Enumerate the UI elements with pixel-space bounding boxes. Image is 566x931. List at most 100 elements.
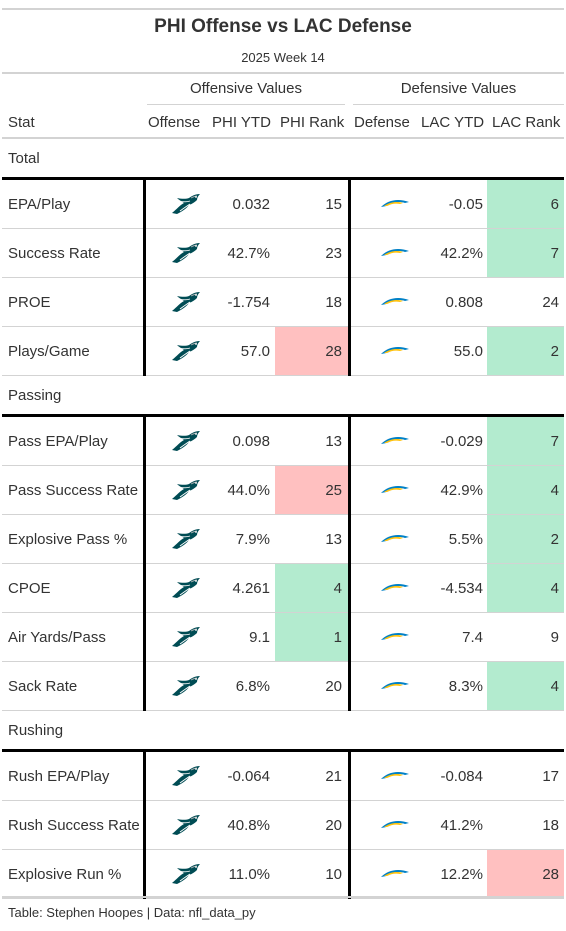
- chargers-logo-icon: [381, 436, 409, 444]
- chargers-logo-icon: [381, 583, 409, 591]
- def-ytd-value: 5.5%: [448, 530, 483, 548]
- def-ytd-value: -0.05: [448, 195, 483, 213]
- chargers-logo-icon: [381, 346, 409, 354]
- def-rank-value: 4: [550, 481, 559, 499]
- col-header-offense: Offense: [148, 114, 201, 131]
- group-separator-line: [2, 749, 564, 752]
- off-rank-value: 20: [325, 677, 342, 695]
- stat-label: Success Rate: [8, 244, 101, 262]
- group-label-rushing: Rushing: [8, 722, 64, 739]
- def-ytd-value: 55.0: [453, 342, 483, 360]
- def-ytd-value: 42.9%: [440, 481, 483, 499]
- off-ytd-value: 4.261: [232, 579, 270, 597]
- group-label-passing: Passing: [8, 387, 62, 404]
- off-ytd-value: 0.098: [232, 432, 270, 450]
- def-rank-value: 6: [550, 195, 559, 213]
- chargers-logo-icon: [381, 869, 409, 877]
- stat-label: PROE: [8, 293, 51, 311]
- col-header-def-ytd: LAC YTD: [421, 114, 485, 131]
- group-label-total: Total: [8, 150, 40, 167]
- stat-label: Air Yards/Pass: [8, 628, 106, 646]
- off-rank-value: 13: [325, 530, 342, 548]
- defense-left-border: [348, 180, 351, 376]
- off-ytd-value: 0.032: [232, 195, 270, 213]
- offensive-spanner-line: [147, 104, 345, 105]
- def-rank-value: 7: [550, 432, 559, 450]
- chargers-logo-icon: [381, 534, 409, 542]
- def-rank-value: 7: [550, 244, 559, 262]
- off-ytd-value: 11.0%: [228, 865, 270, 883]
- stat-label: Pass EPA/Play: [8, 432, 108, 450]
- def-rank-highlight: [487, 564, 564, 612]
- off-rank-highlight: [275, 466, 348, 514]
- off-ytd-value: -0.064: [227, 767, 270, 785]
- def-rank-value: 4: [550, 677, 559, 695]
- def-rank-highlight: [487, 417, 564, 465]
- table-footer: Table: Stephen Hoopes | Data: nfl_data_p…: [8, 905, 256, 920]
- chargers-logo-icon: [381, 199, 409, 207]
- off-rank-value: 21: [325, 767, 342, 785]
- table-bottom-rule: [2, 896, 564, 898]
- def-rank-highlight: [487, 466, 564, 514]
- off-ytd-value: 7.9%: [235, 530, 270, 548]
- off-rank-value: 25: [325, 481, 342, 499]
- stat-label: Sack Rate: [8, 677, 78, 695]
- group-separator-line: [2, 177, 564, 180]
- off-rank-value: 4: [333, 579, 342, 597]
- def-ytd-value: 7.4: [462, 628, 483, 646]
- stat-label: Rush EPA/Play: [8, 767, 110, 785]
- chargers-logo-icon: [381, 820, 409, 828]
- def-ytd-value: 8.3%: [448, 677, 483, 695]
- off-rank-highlight: [275, 613, 348, 661]
- eagles-logo-icon: [172, 676, 200, 696]
- stat-label: CPOE: [8, 579, 51, 597]
- def-ytd-value: -4.534: [440, 579, 483, 597]
- eagles-logo-icon: [172, 815, 200, 835]
- eagles-logo-icon: [172, 864, 200, 884]
- off-rank-value: 1: [333, 628, 342, 646]
- eagles-logo-icon: [172, 194, 200, 214]
- def-ytd-value: -0.029: [440, 432, 483, 450]
- off-ytd-value: 42.7%: [227, 244, 270, 262]
- def-rank-value: 24: [542, 293, 559, 311]
- off-rank-value: 20: [325, 816, 342, 834]
- off-rank-value: 23: [325, 244, 342, 262]
- group-separator-line: [2, 414, 564, 417]
- def-rank-highlight: [487, 662, 564, 710]
- off-ytd-value: 57.0: [240, 342, 270, 360]
- row-divider: [2, 661, 564, 662]
- off-ytd-value: 9.1: [249, 628, 270, 646]
- def-rank-value: 2: [550, 530, 559, 548]
- off-rank-highlight: [275, 327, 348, 375]
- def-rank-highlight: [487, 515, 564, 563]
- def-rank-value: 2: [550, 342, 559, 360]
- defense-left-border: [348, 417, 351, 711]
- off-rank-value: 18: [325, 293, 342, 311]
- chargers-logo-icon: [381, 297, 409, 305]
- row-divider: [2, 228, 564, 229]
- chargers-logo-icon: [381, 485, 409, 493]
- row-divider: [2, 710, 564, 711]
- offense-left-border: [143, 417, 146, 711]
- chargers-logo-icon: [381, 632, 409, 640]
- stat-label: Rush Success Rate: [8, 816, 140, 834]
- eagles-logo-icon: [172, 578, 200, 598]
- def-ytd-value: 41.2%: [440, 816, 483, 834]
- def-rank-value: 28: [542, 865, 559, 883]
- eagles-logo-icon: [172, 292, 200, 312]
- def-rank-value: 4: [550, 579, 559, 597]
- offense-left-border: [143, 180, 146, 376]
- off-ytd-value: 44.0%: [227, 481, 270, 499]
- def-rank-highlight: [487, 180, 564, 228]
- off-rank-highlight: [275, 564, 348, 612]
- header-bottom-rule: [2, 137, 564, 139]
- def-ytd-value: 12.2%: [440, 865, 483, 883]
- defense-left-border: [348, 752, 351, 899]
- stat-label: Plays/Game: [8, 342, 90, 360]
- eagles-logo-icon: [172, 766, 200, 786]
- table-top-rule: [2, 8, 564, 10]
- def-rank-value: 18: [542, 816, 559, 834]
- col-header-stat: Stat: [8, 114, 35, 131]
- off-rank-value: 28: [325, 342, 342, 360]
- stat-label: Explosive Run %: [8, 865, 122, 883]
